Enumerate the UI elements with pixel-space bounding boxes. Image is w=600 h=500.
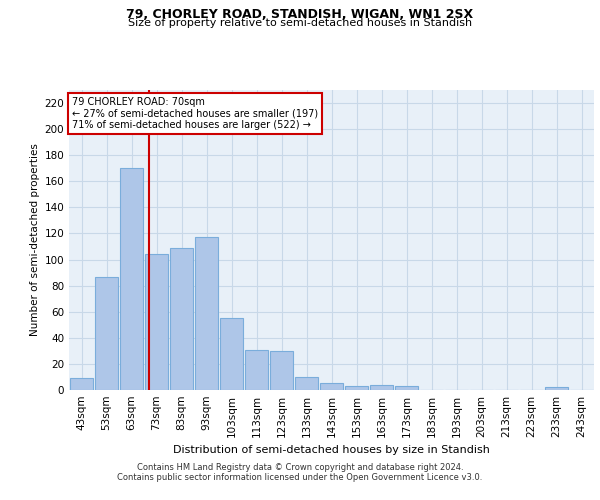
Bar	[344, 386, 368, 390]
X-axis label: Distribution of semi-detached houses by size in Standish: Distribution of semi-detached houses by …	[173, 446, 490, 456]
Bar	[95, 276, 118, 390]
Bar	[119, 168, 143, 390]
Bar	[220, 318, 244, 390]
Y-axis label: Number of semi-detached properties: Number of semi-detached properties	[30, 144, 40, 336]
Bar	[145, 254, 169, 390]
Bar	[370, 385, 394, 390]
Bar	[395, 386, 418, 390]
Bar	[194, 238, 218, 390]
Bar	[170, 248, 193, 390]
Bar	[320, 384, 343, 390]
Bar	[269, 351, 293, 390]
Bar	[545, 388, 568, 390]
Bar	[70, 378, 94, 390]
Text: Contains public sector information licensed under the Open Government Licence v3: Contains public sector information licen…	[118, 474, 482, 482]
Text: Size of property relative to semi-detached houses in Standish: Size of property relative to semi-detach…	[128, 18, 472, 28]
Bar	[295, 377, 319, 390]
Text: 79 CHORLEY ROAD: 70sqm
← 27% of semi-detached houses are smaller (197)
71% of se: 79 CHORLEY ROAD: 70sqm ← 27% of semi-det…	[71, 96, 317, 130]
Bar	[245, 350, 268, 390]
Text: 79, CHORLEY ROAD, STANDISH, WIGAN, WN1 2SX: 79, CHORLEY ROAD, STANDISH, WIGAN, WN1 2…	[127, 8, 473, 20]
Text: Contains HM Land Registry data © Crown copyright and database right 2024.: Contains HM Land Registry data © Crown c…	[137, 464, 463, 472]
